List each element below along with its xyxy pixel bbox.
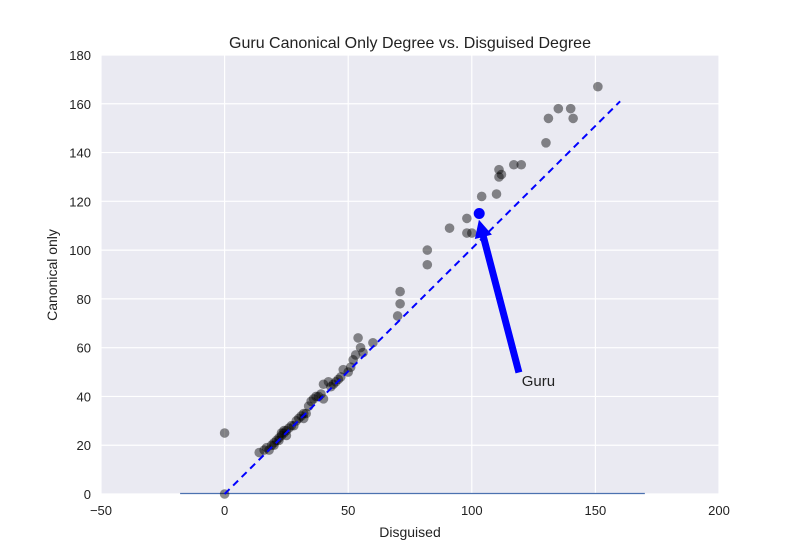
data-point xyxy=(565,103,576,114)
data-point xyxy=(462,228,472,238)
y-tick-label: 160 xyxy=(69,97,91,112)
data-point xyxy=(338,364,349,375)
data-point xyxy=(298,408,309,419)
x-tick-label: −50 xyxy=(90,503,112,518)
data-point xyxy=(444,223,455,233)
data-point xyxy=(298,413,309,424)
y-tick-label: 80 xyxy=(77,292,91,307)
data-point xyxy=(368,337,378,348)
data-point xyxy=(543,113,554,124)
data-point xyxy=(345,362,356,372)
x-tick-labels: −50 0 50 100 150 200 xyxy=(90,503,730,518)
data-point xyxy=(568,113,578,124)
data-point xyxy=(254,447,265,458)
plot-area xyxy=(101,55,719,494)
data-point xyxy=(553,103,564,114)
data-point xyxy=(306,396,316,407)
y-tick-label: 40 xyxy=(77,389,91,404)
y-tick-label: 120 xyxy=(69,194,91,209)
data-point xyxy=(350,350,361,360)
data-point xyxy=(516,159,527,170)
data-point xyxy=(462,213,472,224)
data-point xyxy=(311,391,321,402)
data-point xyxy=(541,138,551,148)
data-point xyxy=(355,342,366,353)
data-point xyxy=(509,159,519,170)
y-axis-title: Canonical only xyxy=(44,229,60,321)
data-point xyxy=(308,394,319,404)
data-point xyxy=(281,430,292,441)
data-point xyxy=(422,245,433,255)
data-point xyxy=(279,428,289,438)
data-point xyxy=(318,379,329,390)
data-point xyxy=(281,425,292,436)
reference-line xyxy=(223,100,621,495)
y-tick-label: 140 xyxy=(69,146,91,161)
data-point xyxy=(593,81,603,92)
annotation: Guru xyxy=(474,219,555,390)
data-point xyxy=(291,416,302,426)
data-point xyxy=(266,440,277,451)
reference-line-path xyxy=(223,100,621,495)
y-tick-label: 20 xyxy=(77,438,91,453)
data-point xyxy=(276,428,287,438)
x-tick-label: 50 xyxy=(341,503,355,518)
data-point xyxy=(326,381,336,392)
y-tick-label: 60 xyxy=(77,341,91,356)
data-point xyxy=(494,172,504,182)
data-point xyxy=(335,372,346,382)
data-point xyxy=(328,379,339,390)
data-point xyxy=(476,191,487,202)
data-point xyxy=(331,377,341,387)
x-tick-label: 100 xyxy=(461,503,483,518)
grid xyxy=(100,54,720,495)
data-points xyxy=(219,81,603,499)
guru-point xyxy=(473,208,485,220)
y-tick-label: 0 xyxy=(84,487,91,502)
data-point xyxy=(395,286,405,297)
data-point xyxy=(494,164,504,175)
data-point xyxy=(395,298,405,309)
data-point xyxy=(269,437,279,448)
data-point xyxy=(284,423,294,433)
x-tick-label: 150 xyxy=(585,503,607,518)
data-point xyxy=(318,394,329,404)
data-point xyxy=(276,430,287,441)
data-point xyxy=(259,445,269,455)
data-point xyxy=(348,355,358,365)
y-tick-label: 180 xyxy=(69,48,91,63)
chart-title: Guru Canonical Only Degree vs. Disguised… xyxy=(229,35,591,52)
data-point xyxy=(353,333,363,343)
data-point xyxy=(219,428,230,438)
data-point xyxy=(422,259,433,270)
data-point xyxy=(467,228,477,238)
y-tick-label: 100 xyxy=(69,243,91,258)
data-point xyxy=(392,311,403,321)
data-point xyxy=(286,420,297,431)
data-point xyxy=(333,374,344,385)
x-tick-label: 0 xyxy=(221,503,228,518)
y-tick-labels: 0 20 40 60 80 100 120 140 160 180 xyxy=(69,48,91,502)
highlight-point xyxy=(473,208,485,220)
data-point xyxy=(271,435,282,446)
x-axis-title: Disguised xyxy=(379,524,440,540)
data-point xyxy=(296,411,307,421)
data-point xyxy=(496,169,507,180)
annotation-label: Guru xyxy=(522,373,555,390)
x-tick-label: 200 xyxy=(708,503,730,518)
data-point xyxy=(293,413,304,424)
annotation-arrow xyxy=(474,219,523,374)
data-point xyxy=(274,433,284,443)
data-point xyxy=(323,377,334,387)
data-point xyxy=(491,189,502,199)
